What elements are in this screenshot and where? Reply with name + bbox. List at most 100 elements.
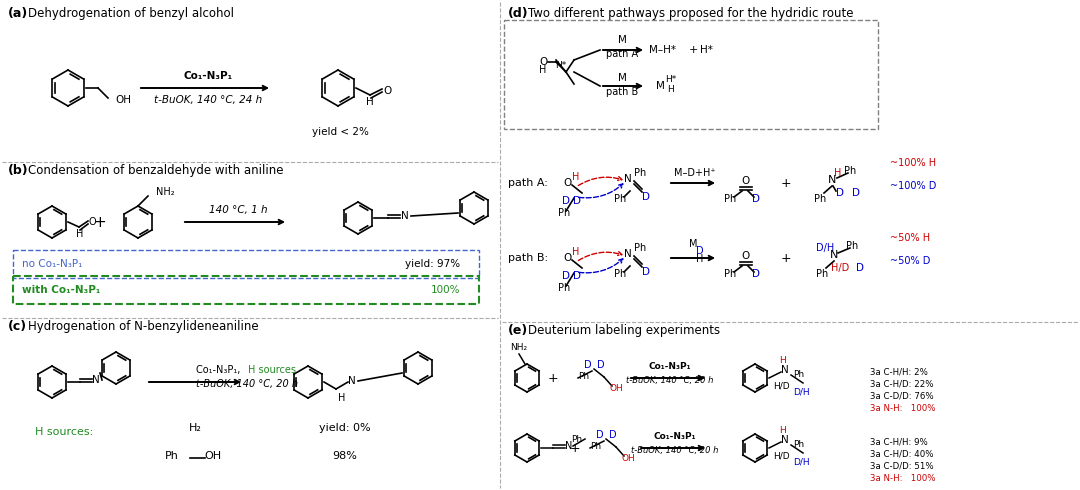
Text: OH: OH bbox=[621, 454, 635, 463]
Text: Condensation of benzaldehyde with aniline: Condensation of benzaldehyde with anilin… bbox=[28, 164, 283, 176]
Text: N: N bbox=[565, 441, 572, 451]
Text: M: M bbox=[618, 35, 626, 45]
Text: H: H bbox=[77, 229, 83, 239]
Text: (d): (d) bbox=[508, 6, 528, 20]
Text: M: M bbox=[689, 239, 698, 249]
Text: 98%: 98% bbox=[333, 451, 357, 461]
Text: path A: path A bbox=[606, 49, 638, 59]
Text: O: O bbox=[89, 217, 96, 227]
Text: N: N bbox=[624, 174, 632, 184]
Text: M: M bbox=[618, 73, 626, 83]
Text: Deuterium labeling experiments: Deuterium labeling experiments bbox=[528, 323, 720, 337]
Text: 100%: 100% bbox=[431, 285, 460, 295]
Text: Co₁-N₃P₁: Co₁-N₃P₁ bbox=[649, 362, 691, 370]
Text: H₂: H₂ bbox=[189, 423, 202, 433]
Text: Co₁-N₃P₁: Co₁-N₃P₁ bbox=[184, 71, 232, 81]
Text: Ph: Ph bbox=[165, 451, 179, 461]
Text: O: O bbox=[742, 176, 751, 186]
Text: D: D bbox=[752, 269, 760, 279]
Text: Ph: Ph bbox=[558, 208, 570, 218]
Text: N: N bbox=[348, 376, 356, 386]
Text: H: H bbox=[780, 356, 786, 365]
Text: OH: OH bbox=[204, 451, 221, 461]
Text: H*: H* bbox=[665, 75, 677, 84]
Text: N: N bbox=[827, 175, 836, 185]
Text: Ph: Ph bbox=[724, 269, 737, 279]
Text: D: D bbox=[562, 271, 570, 281]
Text: NH₂: NH₂ bbox=[511, 343, 527, 351]
Text: N: N bbox=[781, 365, 788, 375]
Text: path A:: path A: bbox=[508, 178, 548, 188]
Text: Ph: Ph bbox=[815, 269, 828, 279]
Text: D: D bbox=[836, 188, 843, 198]
Text: (a): (a) bbox=[8, 6, 28, 20]
Text: 3a C-H/H: 2%: 3a C-H/H: 2% bbox=[870, 368, 928, 376]
Text: +: + bbox=[569, 441, 580, 455]
Text: H: H bbox=[667, 85, 674, 95]
Text: 3a C-D/D: 51%: 3a C-D/D: 51% bbox=[870, 462, 933, 470]
Text: Ph: Ph bbox=[814, 194, 826, 204]
Text: H: H bbox=[366, 97, 374, 107]
Text: H*: H* bbox=[555, 62, 567, 71]
Text: D: D bbox=[573, 271, 581, 281]
Text: D/H: D/H bbox=[793, 458, 809, 466]
Text: D: D bbox=[697, 246, 704, 256]
Text: D: D bbox=[852, 188, 860, 198]
Text: D/H: D/H bbox=[815, 243, 834, 253]
Text: D: D bbox=[584, 360, 592, 370]
Text: ~50% H: ~50% H bbox=[890, 233, 930, 243]
Text: N: N bbox=[92, 375, 99, 385]
Text: H: H bbox=[539, 65, 546, 75]
Text: yield: 0%: yield: 0% bbox=[320, 423, 370, 433]
Text: no Co₁-N₃P₁: no Co₁-N₃P₁ bbox=[22, 259, 82, 269]
Text: ~100% H: ~100% H bbox=[890, 158, 936, 168]
Text: D: D bbox=[609, 430, 617, 440]
Text: H/D: H/D bbox=[831, 263, 849, 273]
Text: D: D bbox=[642, 267, 650, 277]
Text: OH: OH bbox=[609, 384, 623, 392]
Text: 3a C-D/D: 76%: 3a C-D/D: 76% bbox=[870, 392, 933, 400]
Text: H/D: H/D bbox=[772, 451, 789, 461]
Text: +: + bbox=[781, 176, 792, 190]
Text: D: D bbox=[573, 196, 581, 206]
Text: M–H*: M–H* bbox=[649, 45, 676, 55]
Text: O: O bbox=[383, 86, 392, 96]
Text: 3a N-H:   100%: 3a N-H: 100% bbox=[870, 473, 935, 483]
Text: NH₂: NH₂ bbox=[156, 187, 175, 197]
Text: 3a C-H/H: 9%: 3a C-H/H: 9% bbox=[870, 438, 928, 446]
Text: ~100% D: ~100% D bbox=[890, 181, 936, 191]
Text: Dehydrogenation of benzyl alcohol: Dehydrogenation of benzyl alcohol bbox=[28, 6, 234, 20]
Text: H: H bbox=[338, 393, 346, 403]
Text: O: O bbox=[742, 251, 751, 261]
Text: yield < 2%: yield < 2% bbox=[311, 127, 368, 137]
Text: 3a N-H:   100%: 3a N-H: 100% bbox=[870, 403, 935, 413]
Text: Ph: Ph bbox=[843, 166, 856, 176]
Text: M: M bbox=[656, 81, 664, 91]
Text: Ph: Ph bbox=[634, 243, 646, 253]
Text: O: O bbox=[564, 178, 572, 188]
Text: D: D bbox=[596, 430, 604, 440]
Text: path B: path B bbox=[606, 87, 638, 97]
Text: Ph: Ph bbox=[613, 269, 626, 279]
Text: Co₁-N₃P₁: Co₁-N₃P₁ bbox=[653, 432, 697, 441]
Text: N: N bbox=[829, 250, 838, 260]
Text: H: H bbox=[835, 168, 841, 178]
Text: H: H bbox=[697, 254, 704, 264]
Text: N: N bbox=[401, 211, 409, 221]
Text: Ph: Ph bbox=[724, 194, 737, 204]
Text: t-BuOK, 140 °C, 20 h: t-BuOK, 140 °C, 20 h bbox=[195, 379, 298, 389]
Text: Ph: Ph bbox=[579, 371, 590, 381]
Text: Two different pathways proposed for the hydridic route: Two different pathways proposed for the … bbox=[528, 6, 853, 20]
Text: H: H bbox=[780, 425, 786, 435]
Text: Ph: Ph bbox=[571, 435, 582, 443]
Text: with Co₁-N₃P₁: with Co₁-N₃P₁ bbox=[22, 285, 100, 295]
Text: O: O bbox=[564, 253, 572, 263]
Text: 3a C-H/D: 22%: 3a C-H/D: 22% bbox=[870, 379, 933, 389]
Text: N: N bbox=[624, 249, 632, 259]
Text: D/H: D/H bbox=[793, 388, 809, 396]
Text: M–D+H⁺: M–D+H⁺ bbox=[674, 168, 716, 178]
Text: H sources:: H sources: bbox=[35, 427, 93, 437]
Text: t-BuOK, 140 °C, 20 h: t-BuOK, 140 °C, 20 h bbox=[626, 375, 714, 385]
Text: D: D bbox=[597, 360, 605, 370]
Text: (c): (c) bbox=[8, 319, 27, 333]
